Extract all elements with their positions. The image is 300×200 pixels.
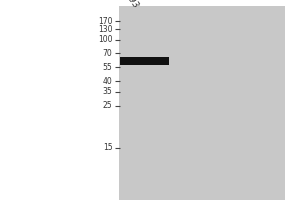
Text: 55: 55 bbox=[103, 62, 112, 72]
Text: 100: 100 bbox=[98, 36, 112, 45]
Bar bbox=[120, 57, 169, 65]
Text: 40: 40 bbox=[103, 76, 112, 86]
Text: 35: 35 bbox=[103, 88, 112, 97]
Text: 25: 25 bbox=[103, 101, 112, 110]
Text: 70: 70 bbox=[103, 48, 112, 58]
Text: 130: 130 bbox=[98, 24, 112, 33]
Bar bbox=[118, 6, 285, 200]
Text: 15: 15 bbox=[103, 144, 112, 152]
Text: 170: 170 bbox=[98, 17, 112, 25]
Text: 293: 293 bbox=[123, 0, 141, 10]
